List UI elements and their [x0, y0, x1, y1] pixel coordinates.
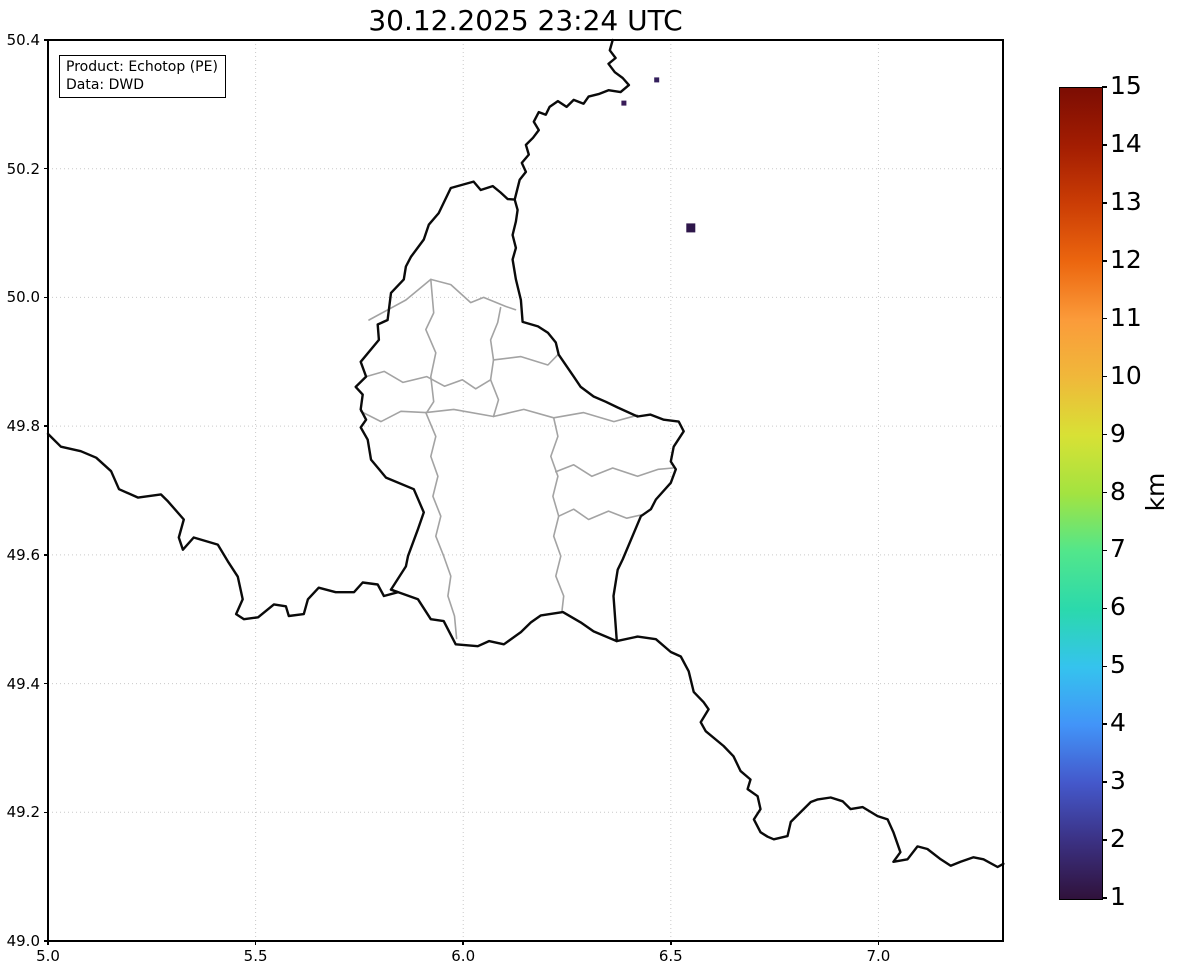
tick-mark: [1102, 607, 1107, 610]
tick-mark: [254, 941, 257, 945]
tick-mark: [1102, 260, 1107, 262]
canton-boundary: [368, 278, 517, 321]
colorbar-tick-label: 2: [1110, 824, 1126, 854]
canton-boundary: [489, 306, 502, 418]
y-tick-label: 49.0: [6, 932, 40, 950]
canton-boundary: [359, 408, 639, 423]
x-tick-label: 7.0: [866, 947, 891, 965]
tick-mark: [1102, 549, 1107, 552]
colorbar-tick-label: 11: [1110, 302, 1142, 332]
tick-mark: [44, 425, 48, 427]
plot-title: 30.12.2025 23:24 UTC: [368, 4, 683, 37]
y-tick-label: 50.2: [6, 159, 40, 178]
border-france-germany: [615, 635, 1005, 869]
tick-mark: [1102, 375, 1107, 378]
tick-mark: [44, 554, 48, 556]
colorbar: [1059, 87, 1103, 900]
tick-mark: [44, 296, 48, 299]
canton-boundary: [424, 278, 437, 414]
x-tick-label: 5.0: [36, 947, 60, 965]
tick-mark: [1102, 317, 1107, 320]
product-label: Product: Echotop (PE): [66, 59, 218, 75]
canton-boundary: [554, 463, 674, 478]
echotop-data-point: [686, 223, 696, 233]
colorbar-tick-label: 1: [1110, 882, 1126, 911]
x-tick-label: 6.0: [451, 947, 476, 965]
border-belgium-germany: [513, 38, 631, 201]
map-plot-area: [46, 38, 1005, 942]
axes-spines: [47, 39, 1004, 942]
canton-boundary: [424, 411, 458, 640]
tick-mark: [1102, 665, 1107, 668]
tick-mark: [44, 940, 48, 942]
tick-mark: [44, 811, 48, 814]
tick-mark: [1102, 86, 1107, 88]
tick-mark: [1102, 433, 1107, 436]
colorbar-tick-label: 13: [1110, 186, 1142, 216]
x-tick-label: 6.5: [658, 947, 683, 965]
tick-mark: [1102, 897, 1107, 899]
tick-mark: [1102, 723, 1107, 725]
echotop-data-point: [654, 77, 660, 83]
canton-boundary: [492, 353, 559, 366]
border-france-belgium: [46, 432, 400, 621]
colorbar-tick-label: 8: [1110, 476, 1126, 506]
colorbar-tick-label: 7: [1110, 534, 1126, 564]
y-tick-label: 49.2: [6, 803, 40, 822]
tick-mark: [47, 941, 49, 945]
product-info-box: Product: Echotop (PE) Data: DWD: [59, 55, 226, 99]
tick-mark: [1102, 144, 1107, 146]
colorbar-tick-label: 6: [1110, 592, 1126, 622]
colorbar-tick-label: 4: [1110, 708, 1126, 738]
colorbar-tick-label: 14: [1110, 128, 1142, 158]
y-tick-label: 49.4: [6, 674, 40, 693]
y-tick-label: 49.8: [6, 417, 40, 436]
y-tick-label: 49.6: [6, 545, 40, 564]
tick-mark: [1102, 839, 1107, 841]
tick-mark: [1102, 781, 1107, 783]
tick-mark: [462, 941, 464, 945]
border-luxembourg: [354, 180, 685, 648]
canton-boundary: [365, 370, 492, 390]
colorbar-tick-label: 9: [1110, 418, 1126, 448]
tick-mark: [1102, 491, 1107, 494]
data-source-label: Data: DWD: [66, 77, 144, 94]
colorbar-tick-label: 10: [1110, 360, 1142, 390]
tick-mark: [44, 167, 48, 170]
colorbar-tick-label: 5: [1110, 650, 1126, 680]
tick-mark: [670, 941, 672, 945]
y-tick-label: 50.0: [6, 288, 40, 307]
tick-mark: [44, 39, 48, 41]
tick-mark: [1102, 202, 1107, 204]
colorbar-tick-label: 3: [1110, 766, 1126, 796]
canton-boundary: [557, 508, 642, 521]
echotop-data-point: [621, 100, 627, 106]
tick-mark: [44, 682, 48, 685]
y-tick-label: 50.4: [6, 31, 40, 49]
x-tick-label: 5.5: [243, 947, 268, 965]
colorbar-tick-label: 12: [1110, 244, 1142, 274]
tick-mark: [877, 941, 880, 945]
colorbar-tick-label: 15: [1110, 71, 1142, 100]
